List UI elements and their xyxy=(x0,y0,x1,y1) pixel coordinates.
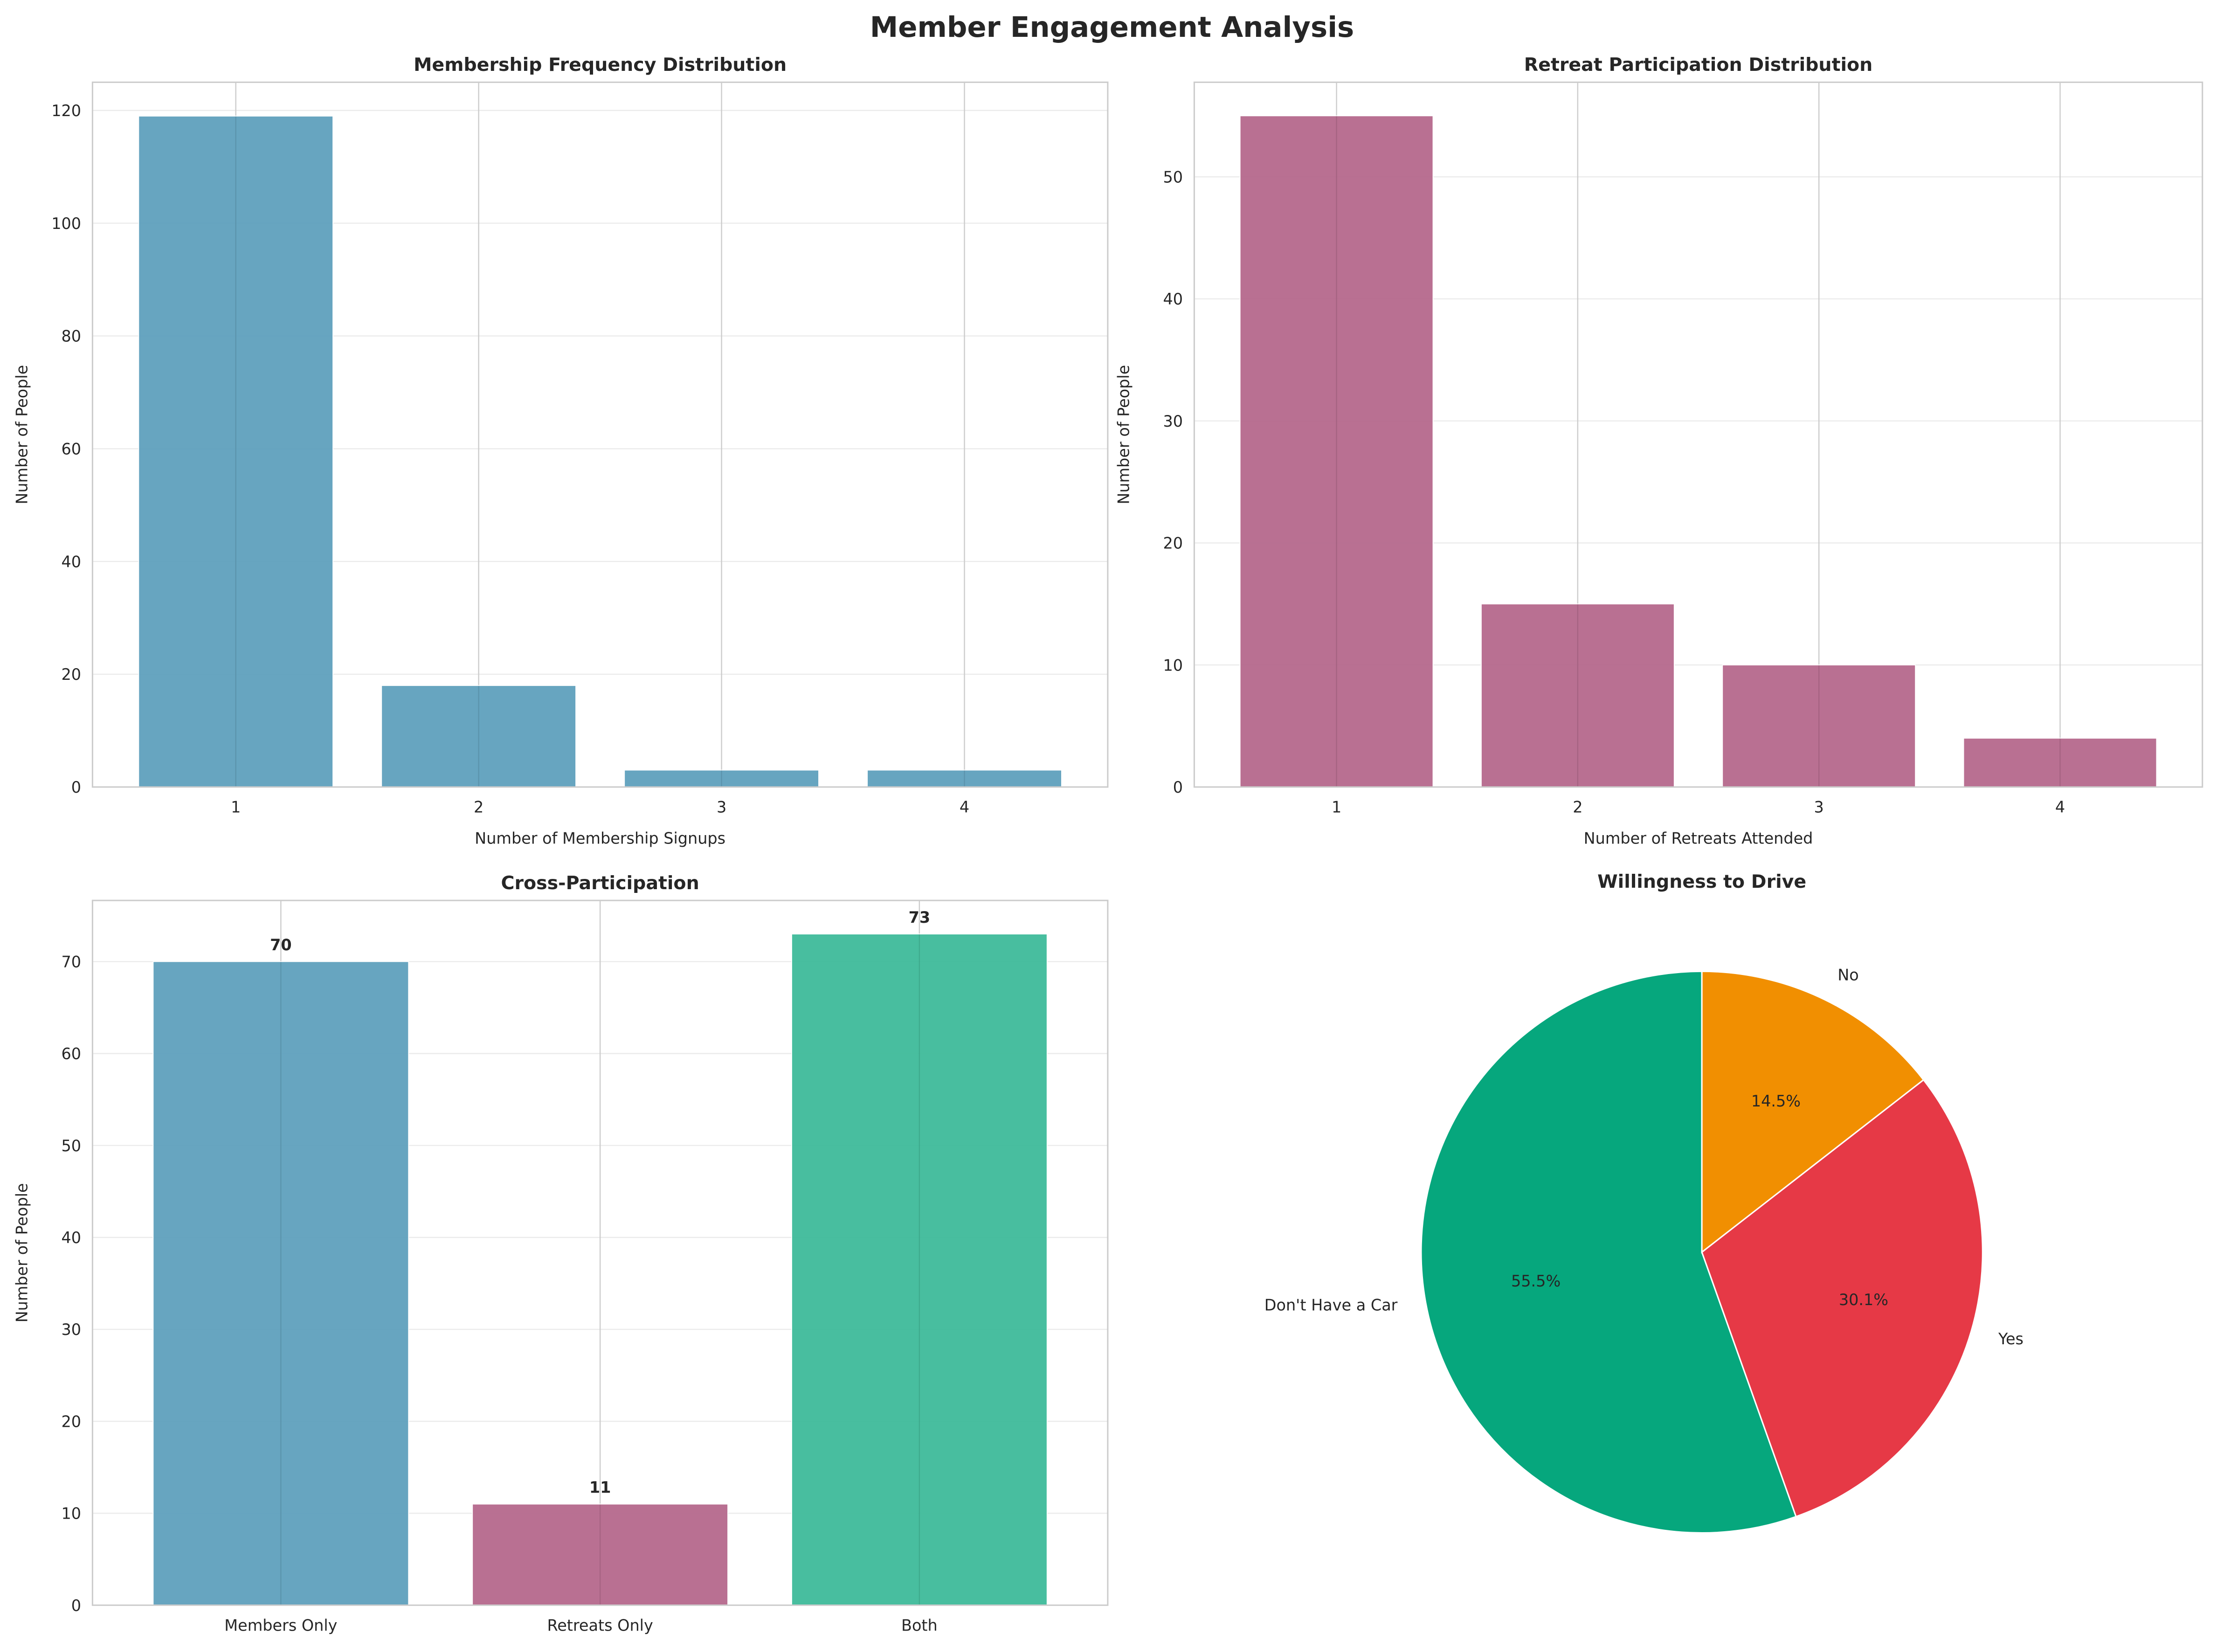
x-tick-label: Retreats Only xyxy=(547,1616,653,1634)
y-tick-label: 40 xyxy=(61,553,81,571)
pie-label: No xyxy=(1837,966,1858,984)
bar-4 xyxy=(867,769,1062,788)
x-tick-label: 1 xyxy=(231,798,241,816)
x-tick-label: 3 xyxy=(717,798,726,816)
bar-retreats-only xyxy=(472,1503,728,1606)
y-tick-label: 60 xyxy=(61,1045,81,1063)
y-tick-label: 80 xyxy=(61,327,81,346)
pie-pct-label: 30.1% xyxy=(1839,1291,1888,1309)
y-tick-label: 0 xyxy=(71,1597,81,1615)
y-tick-label: 50 xyxy=(61,1137,81,1155)
chart-title: Membership Frequency Distribution xyxy=(414,54,787,76)
x-tick-label: 4 xyxy=(960,798,969,816)
bar-members-only xyxy=(152,961,409,1606)
bar-2 xyxy=(381,685,576,788)
y-axis-label: Number of People xyxy=(1114,365,1133,505)
figure-title: Member Engagement Analysis xyxy=(870,11,1354,44)
pie-slice-yes xyxy=(1701,1078,1983,1518)
x-tick-label: 3 xyxy=(1814,798,1824,816)
bar-both xyxy=(791,933,1048,1606)
bar-1 xyxy=(1239,115,1434,788)
pie-slice-don-t-have-a-car xyxy=(1420,970,1797,1534)
y-tick-label: 20 xyxy=(61,1412,81,1431)
y-tick-label: 30 xyxy=(1163,412,1183,430)
pie-pct-label: 14.5% xyxy=(1751,1092,1801,1110)
x-tick-label: 2 xyxy=(1573,798,1582,816)
y-tick-label: 10 xyxy=(1163,656,1183,674)
y-tick-label: 20 xyxy=(1163,534,1183,553)
y-tick-label: 70 xyxy=(61,953,81,971)
chart-title: Willingness to Drive xyxy=(1597,871,1806,892)
y-axis-label: Number of People xyxy=(13,1183,31,1322)
x-axis-label: Number of Membership Signups xyxy=(475,829,725,848)
x-tick-label: Both xyxy=(901,1616,938,1634)
axes-frame xyxy=(91,899,1109,1606)
axes-frame xyxy=(1193,81,2203,788)
y-tick-label: 0 xyxy=(1173,778,1183,796)
x-tick-label: 4 xyxy=(2055,798,2065,816)
y-tick-label: 40 xyxy=(61,1229,81,1247)
bar-3 xyxy=(1722,664,1916,788)
y-tick-label: 60 xyxy=(61,440,81,458)
bar-3 xyxy=(624,769,819,788)
axes-frame xyxy=(91,81,1109,788)
y-tick-label: 50 xyxy=(1163,168,1183,186)
data-label: 11 xyxy=(589,1478,611,1496)
y-tick-label: 40 xyxy=(1163,290,1183,308)
data-label: 70 xyxy=(270,936,292,954)
pie-slice-no xyxy=(1701,970,1925,1254)
y-tick-label: 0 xyxy=(71,778,81,796)
pie-pct-label: 55.5% xyxy=(1511,1272,1561,1290)
chart-title: Cross-Participation xyxy=(501,872,699,894)
y-tick-label: 30 xyxy=(61,1320,81,1339)
pie-label: Don't Have a Car xyxy=(1264,1296,1398,1314)
x-axis-label: Number of Retreats Attended xyxy=(1584,829,1813,848)
x-tick-label: 2 xyxy=(474,798,483,816)
y-tick-label: 20 xyxy=(61,665,81,684)
y-tick-label: 120 xyxy=(51,102,81,120)
y-tick-label: 100 xyxy=(51,214,81,233)
x-tick-label: 1 xyxy=(1332,798,1341,816)
pie-label: Yes xyxy=(1998,1330,2024,1348)
data-label: 73 xyxy=(909,908,931,926)
x-tick-label: Members Only xyxy=(224,1616,337,1634)
bar-2 xyxy=(1481,603,1675,788)
y-tick-label: 10 xyxy=(61,1505,81,1523)
y-axis-label: Number of People xyxy=(13,365,31,505)
bar-1 xyxy=(138,116,334,788)
bar-4 xyxy=(1963,738,2157,788)
chart-title: Retreat Participation Distribution xyxy=(1524,54,1873,76)
